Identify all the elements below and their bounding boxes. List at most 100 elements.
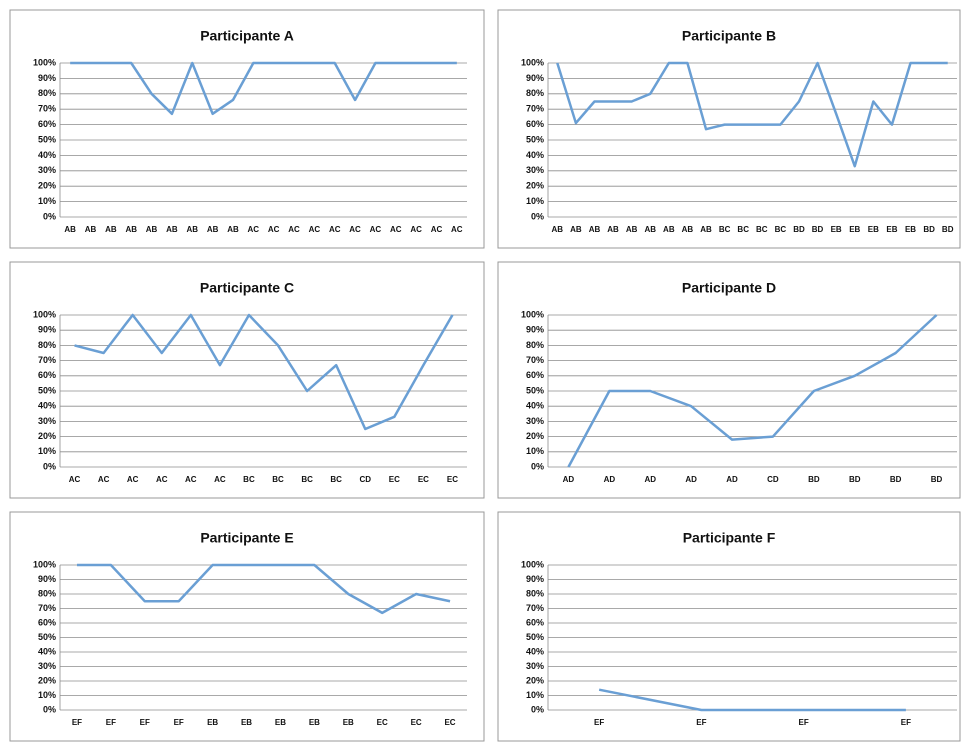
- x-tick-label: AC: [329, 225, 341, 234]
- x-tick-label: AC: [69, 475, 81, 484]
- x-tick-label: EF: [696, 718, 706, 727]
- y-tick-label: 40%: [38, 401, 56, 411]
- y-tick-label: 40%: [526, 150, 544, 160]
- y-tick-label: 50%: [38, 134, 56, 144]
- x-tick-label: BD: [923, 225, 935, 234]
- x-tick-label: AB: [64, 225, 76, 234]
- panel: [9, 261, 485, 499]
- x-tick-label: EC: [447, 475, 458, 484]
- x-tick-label: EC: [411, 718, 422, 727]
- data-line: [598, 688, 906, 712]
- y-tick-label: 20%: [526, 675, 544, 685]
- x-tick-label: CD: [767, 475, 779, 484]
- x-tick-label: CD: [359, 475, 371, 484]
- x-tick-label: BD: [931, 475, 943, 484]
- x-tick-label: AC: [431, 225, 443, 234]
- y-tick-label: 70%: [38, 355, 56, 365]
- x-tick-label: AB: [663, 225, 675, 234]
- y-tick-label: 40%: [38, 150, 56, 160]
- y-tick-label: 80%: [526, 588, 544, 598]
- y-tick-label: 100%: [521, 57, 544, 67]
- y-tick-label: 70%: [38, 104, 56, 114]
- chart-title: Participante C: [200, 280, 294, 296]
- y-tick-label: 0%: [531, 211, 544, 221]
- x-tick-label: AB: [700, 225, 712, 234]
- y-tick-label: 80%: [38, 88, 56, 98]
- y-tick-label: 100%: [521, 309, 544, 319]
- y-tick-label: 30%: [38, 165, 56, 175]
- x-tick-label: BC: [272, 475, 284, 484]
- y-tick-label: 90%: [38, 574, 56, 584]
- y-tick-label: 50%: [526, 385, 544, 395]
- x-tick-label: EC: [377, 718, 388, 727]
- y-tick-label: 10%: [38, 196, 56, 206]
- x-tick-label: AC: [156, 475, 168, 484]
- y-tick-label: 30%: [526, 661, 544, 671]
- y-tick-label: 20%: [38, 431, 56, 441]
- x-tick-label: AC: [268, 225, 280, 234]
- x-tick-label: EF: [799, 718, 809, 727]
- y-tick-label: 0%: [43, 211, 56, 221]
- x-tick-label: EB: [849, 225, 860, 234]
- x-tick-label: EB: [343, 718, 354, 727]
- x-tick-label: EF: [594, 718, 604, 727]
- y-tick-label: 30%: [38, 661, 56, 671]
- y-tick-label: 0%: [531, 704, 544, 714]
- y-tick-label: 10%: [526, 690, 544, 700]
- y-tick-label: 60%: [526, 370, 544, 380]
- x-tick-label: AC: [370, 225, 382, 234]
- x-tick-label: BC: [737, 225, 749, 234]
- x-tick-label: AC: [98, 475, 110, 484]
- y-tick-label: 0%: [43, 704, 56, 714]
- x-tick-label: AD: [563, 475, 575, 484]
- panel: [9, 511, 485, 742]
- x-tick-label: AC: [214, 475, 226, 484]
- x-tick-label: EF: [72, 718, 82, 727]
- x-tick-label: EF: [106, 718, 116, 727]
- y-tick-label: 100%: [521, 559, 544, 569]
- x-tick-label: AC: [127, 475, 139, 484]
- panel: [497, 9, 961, 249]
- chart-title: Participante A: [200, 28, 294, 44]
- panel: [497, 511, 961, 742]
- x-tick-label: BD: [890, 475, 902, 484]
- x-tick-label: AB: [186, 225, 198, 234]
- data-line: [567, 314, 938, 468]
- x-tick-label: BC: [775, 225, 787, 234]
- x-tick-label: EB: [309, 718, 320, 727]
- x-tick-label: AC: [349, 225, 361, 234]
- x-tick-label: EF: [174, 718, 184, 727]
- y-tick-label: 70%: [526, 104, 544, 114]
- data-line: [74, 313, 454, 431]
- y-tick-label: 50%: [38, 385, 56, 395]
- x-tick-label: AD: [604, 475, 616, 484]
- x-tick-label: AD: [685, 475, 697, 484]
- x-tick-label: BD: [942, 225, 954, 234]
- y-tick-label: 60%: [38, 617, 56, 627]
- y-tick-label: 0%: [43, 461, 56, 471]
- x-tick-label: EC: [418, 475, 429, 484]
- y-tick-label: 40%: [526, 401, 544, 411]
- x-tick-label: EF: [140, 718, 150, 727]
- x-tick-label: AB: [570, 225, 582, 234]
- y-tick-label: 50%: [38, 632, 56, 642]
- y-tick-label: 90%: [526, 325, 544, 335]
- x-tick-label: EB: [905, 225, 916, 234]
- y-tick-label: 100%: [33, 559, 56, 569]
- y-tick-label: 90%: [526, 73, 544, 83]
- x-tick-label: AC: [309, 225, 321, 234]
- y-tick-label: 50%: [526, 134, 544, 144]
- x-tick-label: AB: [607, 225, 619, 234]
- data-line: [76, 563, 451, 615]
- chart-title: Participante B: [682, 28, 776, 44]
- x-tick-label: AC: [390, 225, 402, 234]
- x-tick-label: AB: [85, 225, 97, 234]
- x-tick-label: AB: [552, 225, 564, 234]
- y-tick-label: 90%: [38, 73, 56, 83]
- y-tick-label: 60%: [526, 617, 544, 627]
- y-tick-label: 10%: [526, 446, 544, 456]
- x-tick-label: EB: [207, 718, 218, 727]
- x-tick-label: BC: [719, 225, 731, 234]
- y-tick-label: 50%: [526, 632, 544, 642]
